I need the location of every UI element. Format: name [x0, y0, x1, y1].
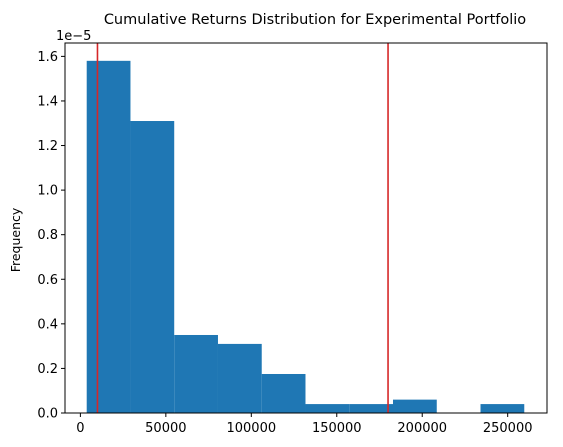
y-tick-label-8: 1.6: [37, 50, 58, 65]
y-tick-label-3: 0.6: [37, 273, 58, 288]
histogram-bar-1: [130, 121, 175, 413]
histogram-bar-3: [217, 343, 262, 413]
x-tick-label-0: 0: [76, 421, 84, 436]
histogram-bar-5: [305, 404, 350, 413]
y-offset-label: 1e−5: [56, 29, 91, 44]
y-tick-label-5: 1.0: [37, 184, 58, 199]
x-tick-label-3: 150000: [312, 421, 362, 436]
x-axis: 0 50000 100000 150000 200000 250000: [76, 413, 533, 436]
bars-group: [86, 60, 525, 413]
y-tick-label-0: 0.0: [37, 407, 58, 422]
chart-title: Cumulative Returns Distribution for Expe…: [104, 12, 526, 28]
y-axis-label: Frequency: [8, 207, 23, 272]
y-tick-label-6: 1.2: [37, 139, 58, 154]
histogram-bar-6: [349, 404, 393, 413]
y-tick-label-1: 0.2: [37, 362, 58, 377]
x-tick-label-4: 200000: [397, 421, 447, 436]
y-axis: 0.0 0.2 0.4 0.6 0.8 1.0 1.2 1.4 1.6: [37, 50, 65, 422]
x-tick-label-1: 50000: [145, 421, 186, 436]
y-tick-label-2: 0.4: [37, 317, 58, 332]
y-tick-label-4: 0.8: [37, 228, 58, 243]
histogram-bar-0: [86, 60, 131, 413]
vertical-lines-group: [96, 43, 389, 413]
x-tick-label-5: 250000: [483, 421, 533, 436]
histogram-bar-9: [480, 404, 525, 413]
plot-frame: [64, 42, 548, 414]
histogram-bar-7: [392, 399, 437, 413]
histogram-bar-4: [261, 373, 306, 413]
histogram-bar-2: [174, 334, 218, 413]
x-tick-label-2: 100000: [226, 421, 276, 436]
y-tick-label-7: 1.4: [37, 94, 58, 109]
